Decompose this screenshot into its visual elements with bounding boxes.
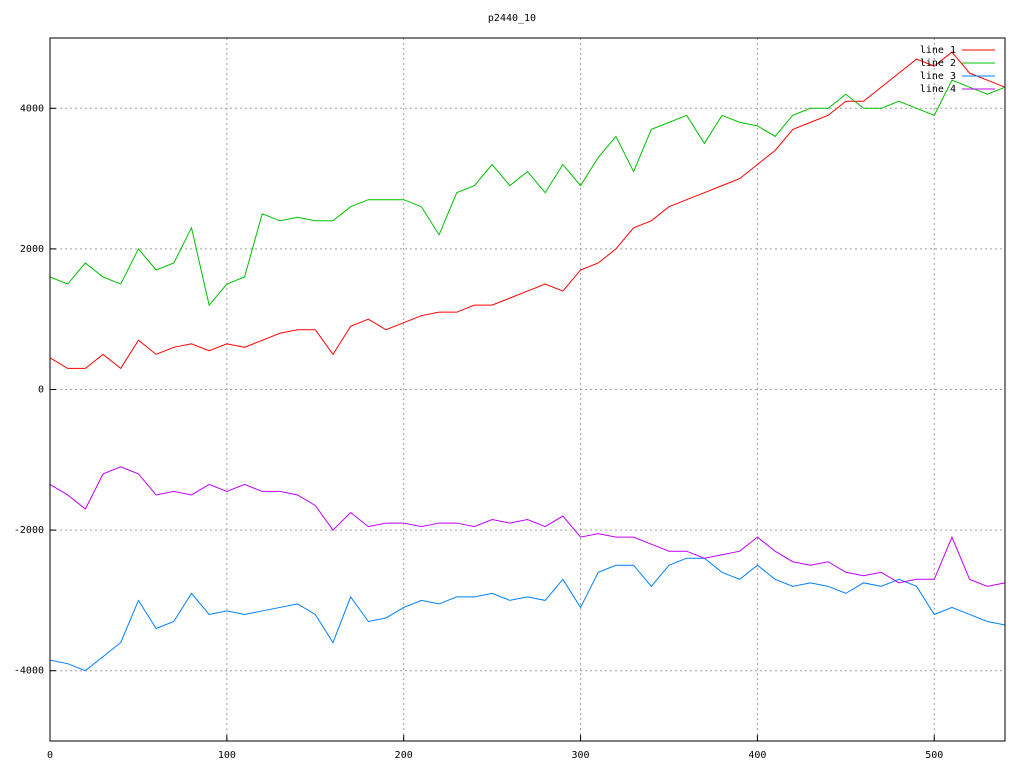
- data-line: [49, 79, 1006, 307]
- legend-label: line 1: [920, 45, 956, 56]
- y-tick-label: 4000: [20, 103, 44, 114]
- y-tick-label: -4000: [14, 666, 44, 677]
- data-line: [49, 557, 1006, 672]
- legend-label: line 3: [920, 71, 956, 82]
- data-line: [49, 51, 1006, 370]
- legend-label: line 4: [920, 84, 956, 95]
- x-tick-label: 500: [925, 750, 943, 761]
- y-tick-label: 2000: [20, 244, 44, 255]
- x-tick-label: 100: [218, 750, 236, 761]
- x-tick-label: 0: [47, 750, 53, 761]
- y-tick-label: -2000: [14, 525, 44, 536]
- y-tick-label: 0: [38, 385, 44, 396]
- plot-border: [49, 37, 1006, 742]
- x-tick-label: 300: [572, 750, 590, 761]
- data-line: [49, 466, 1006, 587]
- x-tick-label: 400: [748, 750, 766, 761]
- legend-label: line 2: [920, 58, 956, 69]
- x-tick-label: 200: [395, 750, 413, 761]
- chart-title: p2440_10: [488, 13, 536, 24]
